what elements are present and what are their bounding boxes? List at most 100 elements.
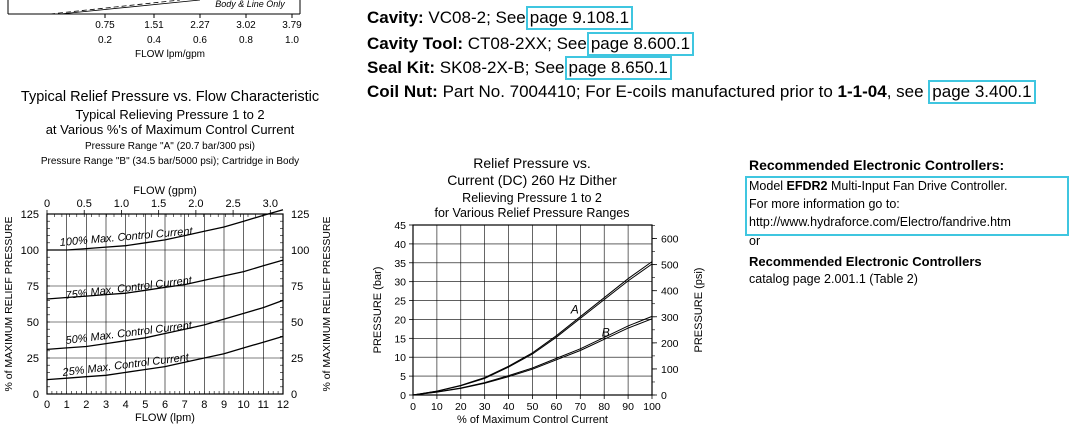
relief-chart-range-b: Pressure Range "B" (34.5 bar/5000 psi); … <box>40 156 300 167</box>
controller-model-prefix: Model <box>749 179 784 193</box>
relief-y-tick-label: 0 <box>33 389 39 401</box>
relief-curve-4 <box>46 335 284 381</box>
controllers-heading: Recommended Electronic Controllers: <box>749 157 1005 173</box>
current-y-tick-label: 45 <box>394 220 406 232</box>
relief-y-tick-label: 25 <box>27 353 39 365</box>
spec-coil-nut: Coil Nut: Part No. 7004410; For E-coils … <box>367 80 1036 104</box>
current-chart-title1: Relief Pressure vs. <box>473 155 591 171</box>
relief-top-tick-label: 1.0 <box>114 198 129 210</box>
current-y2-tick-label: 200 <box>661 338 679 350</box>
spec-seal-kit-label: Seal Kit: <box>367 58 436 77</box>
coil-nut-page-link[interactable]: page 3.400.1 <box>928 80 1036 104</box>
relief-y-tick-label: 50 <box>27 317 39 329</box>
relief-top-tick-label: 2.0 <box>188 198 203 210</box>
current-chart-title4: for Various Relief Pressure Ranges <box>434 206 630 220</box>
relief-chart-subtitle1: Typical Relieving Pressure 1 to 2 <box>75 107 265 122</box>
spec-cavity: Cavity: VC08-2; See page 9.108.1 <box>367 6 634 30</box>
current-x-tick-label: 80 <box>598 401 610 413</box>
relief-x-tick-label: 2 <box>83 399 89 411</box>
relief-y2-tick-label: 50 <box>291 317 303 329</box>
current-y-tick-label: 40 <box>394 239 406 251</box>
relief-bottom-axis-label: FLOW (lpm) <box>135 412 195 424</box>
controller-more-info: For more information go to: <box>749 197 900 211</box>
relief-top-tick-label: 2.5 <box>225 198 240 210</box>
relief-x-tick-label: 9 <box>221 399 227 411</box>
relief-top-axis-label: FLOW (gpm) <box>133 185 197 197</box>
relief-top-tick-label: 3.0 <box>263 198 278 210</box>
current-y2-tick-label: 100 <box>661 364 679 376</box>
relief-chart-title: Typical Relief Pressure vs. Flow Charact… <box>20 89 320 105</box>
relief-curve-2 <box>46 259 284 300</box>
current-y-tick-label: 10 <box>394 352 406 364</box>
current-x-tick-label: 50 <box>527 401 539 413</box>
relief-x-tick-label: 3 <box>103 399 109 411</box>
current-y-tick-label: 15 <box>394 333 406 345</box>
relief-chart-subtitle2: at Various %'s of Maximum Control Curren… <box>45 122 295 137</box>
cavity-page-link[interactable]: page 9.108.1 <box>525 6 634 30</box>
top-chart-tick-label-lpm: 3.79 <box>282 20 302 31</box>
spec-seal-kit-text: SK08-2X-B; See <box>439 58 565 77</box>
current-y2-tick-label: 300 <box>661 312 679 324</box>
spec-coil-nut-text2: , see <box>886 82 924 101</box>
current-y-tick-label: 0 <box>400 390 406 402</box>
cavity-tool-page-link[interactable]: page 8.600.1 <box>586 32 695 56</box>
top-chart-tick-label-gpm: 0.8 <box>239 35 253 46</box>
current-curve-a <box>412 263 653 396</box>
relief-x-tick-label: 6 <box>162 399 168 411</box>
top-chart-tick-label-lpm: 1.51 <box>144 20 164 31</box>
current-y-tick-label: 30 <box>394 277 406 289</box>
current-y2-tick-label: 400 <box>661 286 679 298</box>
top-chart-tick-label-gpm: 0.4 <box>147 35 161 46</box>
current-y-tick-label: 5 <box>400 371 406 383</box>
relief-y-tick-label: 125 <box>21 209 39 221</box>
current-y2-tick-label: 600 <box>661 234 679 246</box>
top-chart-legend-fragment: Body & Line Only <box>215 0 285 9</box>
relief-x-tick-label: 4 <box>123 399 129 411</box>
relief-y-tick-label: 75 <box>27 281 39 293</box>
spec-cavity-label: Cavity: <box>367 8 424 27</box>
relief-curve-1 <box>47 209 284 251</box>
relief-x-tick-label: 5 <box>142 399 148 411</box>
relief-y2-tick-label: 75 <box>291 281 303 293</box>
current-x-tick-label: 60 <box>551 401 563 413</box>
current-y-tick-label: 25 <box>394 296 406 308</box>
current-chart-title3: Relieving Pressure 1 to 2 <box>462 191 602 205</box>
relief-left-axis-label: % of MAXIMUM RELIEF PRESSURE <box>3 216 15 391</box>
relief-curve-label: 50% Max. Control Current <box>65 319 194 347</box>
current-y-tick-label: 35 <box>394 258 406 270</box>
controller-info-box[interactable] <box>745 176 1069 236</box>
current-x-tick-label: 90 <box>622 401 634 413</box>
spec-coil-nut-label: Coil Nut: <box>367 82 438 101</box>
current-x-tick-label: 40 <box>503 401 515 413</box>
current-x-tick-label: 20 <box>455 401 467 413</box>
relief-y2-tick-label: 100 <box>291 245 309 257</box>
spec-cavity-tool-label: Cavity Tool: <box>367 34 464 53</box>
relief-y-tick-label: 100 <box>21 245 39 257</box>
relief-top-tick-label: 1.5 <box>151 198 166 210</box>
relief-y2-tick-label: 25 <box>291 353 303 365</box>
relief-x-tick-label: 10 <box>238 399 250 411</box>
top-chart-tick-label-gpm: 1.0 <box>285 35 299 46</box>
relief-chart-range-a: Pressure Range "A" (20.7 bar/300 psi) <box>85 141 255 152</box>
spec-coil-nut-date: 1-1-04 <box>837 82 887 101</box>
top-chart-tick-label-gpm: 0.2 <box>98 35 112 46</box>
controller-url[interactable]: http://www.hydraforce.com/Electro/fandri… <box>749 215 1011 229</box>
current-y2-tick-label: 500 <box>661 260 679 272</box>
top-chart-tick-label-lpm: 3.02 <box>236 20 256 31</box>
relief-y2-tick-label: 0 <box>291 389 297 401</box>
relief-right-axis-label: % of MAXIMUM RELIEF PRESSURE <box>321 216 333 391</box>
seal-kit-page-link[interactable]: page 8.650.1 <box>564 56 672 80</box>
current-x-tick-label: 100 <box>643 401 661 413</box>
relief-x-tick-label: 7 <box>182 399 188 411</box>
top-partial-chart: Body & Line Only 0.75 0.2 1.51 0.4 2.27 0.6 3.… <box>7 0 302 60</box>
relief-x-tick-label: 12 <box>277 399 289 411</box>
controller-model-name: EFDR2 <box>786 179 828 193</box>
spec-cavity-tool-text: CT08-2XX; See <box>467 34 587 53</box>
current-chart-title2: Current (DC) 260 Hz Dither <box>447 172 617 188</box>
current-curve-label-b: B <box>602 325 610 339</box>
controllers-catalog: catalog page 2.001.1 (Table 2) <box>749 272 918 286</box>
current-x-tick-label: 10 <box>431 401 443 413</box>
relief-top-tick-label: 0 <box>44 198 50 210</box>
current-x-tick-label: 30 <box>479 401 491 413</box>
